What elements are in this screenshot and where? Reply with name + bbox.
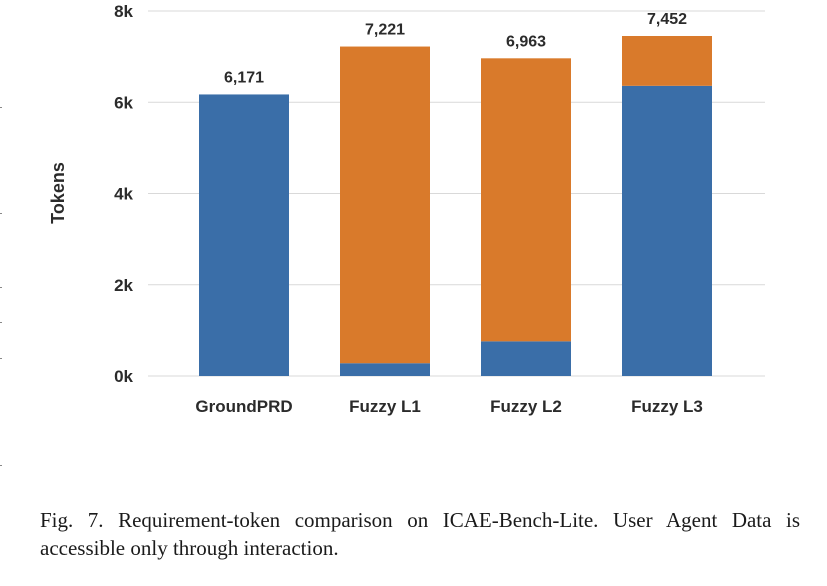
stacked-bar-chart: 0k 2k 4k 6k 8k 6,171 GroundPRD 7,221 Fuzzy L1 6,9… (48, 2, 765, 416)
x-category-label: Fuzzy L1 (349, 397, 421, 416)
x-category-label: Fuzzy L3 (631, 397, 703, 416)
bar-segment (622, 36, 712, 86)
bar-segment (481, 341, 571, 376)
y-tick-label: 0k (114, 367, 133, 386)
page-edge-mark (0, 213, 2, 214)
bar-total-label: 6,963 (506, 33, 546, 50)
page-edge-mark (0, 322, 2, 323)
page-edge-mark (0, 358, 2, 359)
x-category-label: GroundPRD (195, 397, 292, 416)
page-edge-mark (0, 107, 2, 108)
bar-segment (622, 85, 712, 376)
y-axis-title: Tokens (48, 162, 68, 224)
bar-total-label: 6,171 (224, 69, 264, 86)
y-tick-label: 4k (114, 185, 133, 204)
figure-caption: Fig. 7. Requirement-token comparison on … (40, 508, 800, 560)
page-edge-mark (0, 287, 2, 288)
y-tick-label: 2k (114, 276, 133, 295)
y-tick-label: 8k (114, 2, 133, 21)
bar-segment (199, 94, 289, 377)
page-edge-mark (0, 465, 2, 466)
bar-total-label: 7,221 (365, 22, 405, 39)
x-category-label: Fuzzy L2 (490, 397, 562, 416)
bar-segment (481, 58, 571, 342)
y-tick-label: 6k (114, 93, 133, 112)
labels: 0k 2k 4k 6k 8k 6,171 GroundPRD 7,221 Fuzzy L1 6,9… (114, 2, 703, 416)
bar-total-label: 7,452 (647, 11, 687, 28)
bar-segment (340, 363, 430, 376)
bars (199, 36, 712, 377)
bar-segment (340, 46, 430, 364)
